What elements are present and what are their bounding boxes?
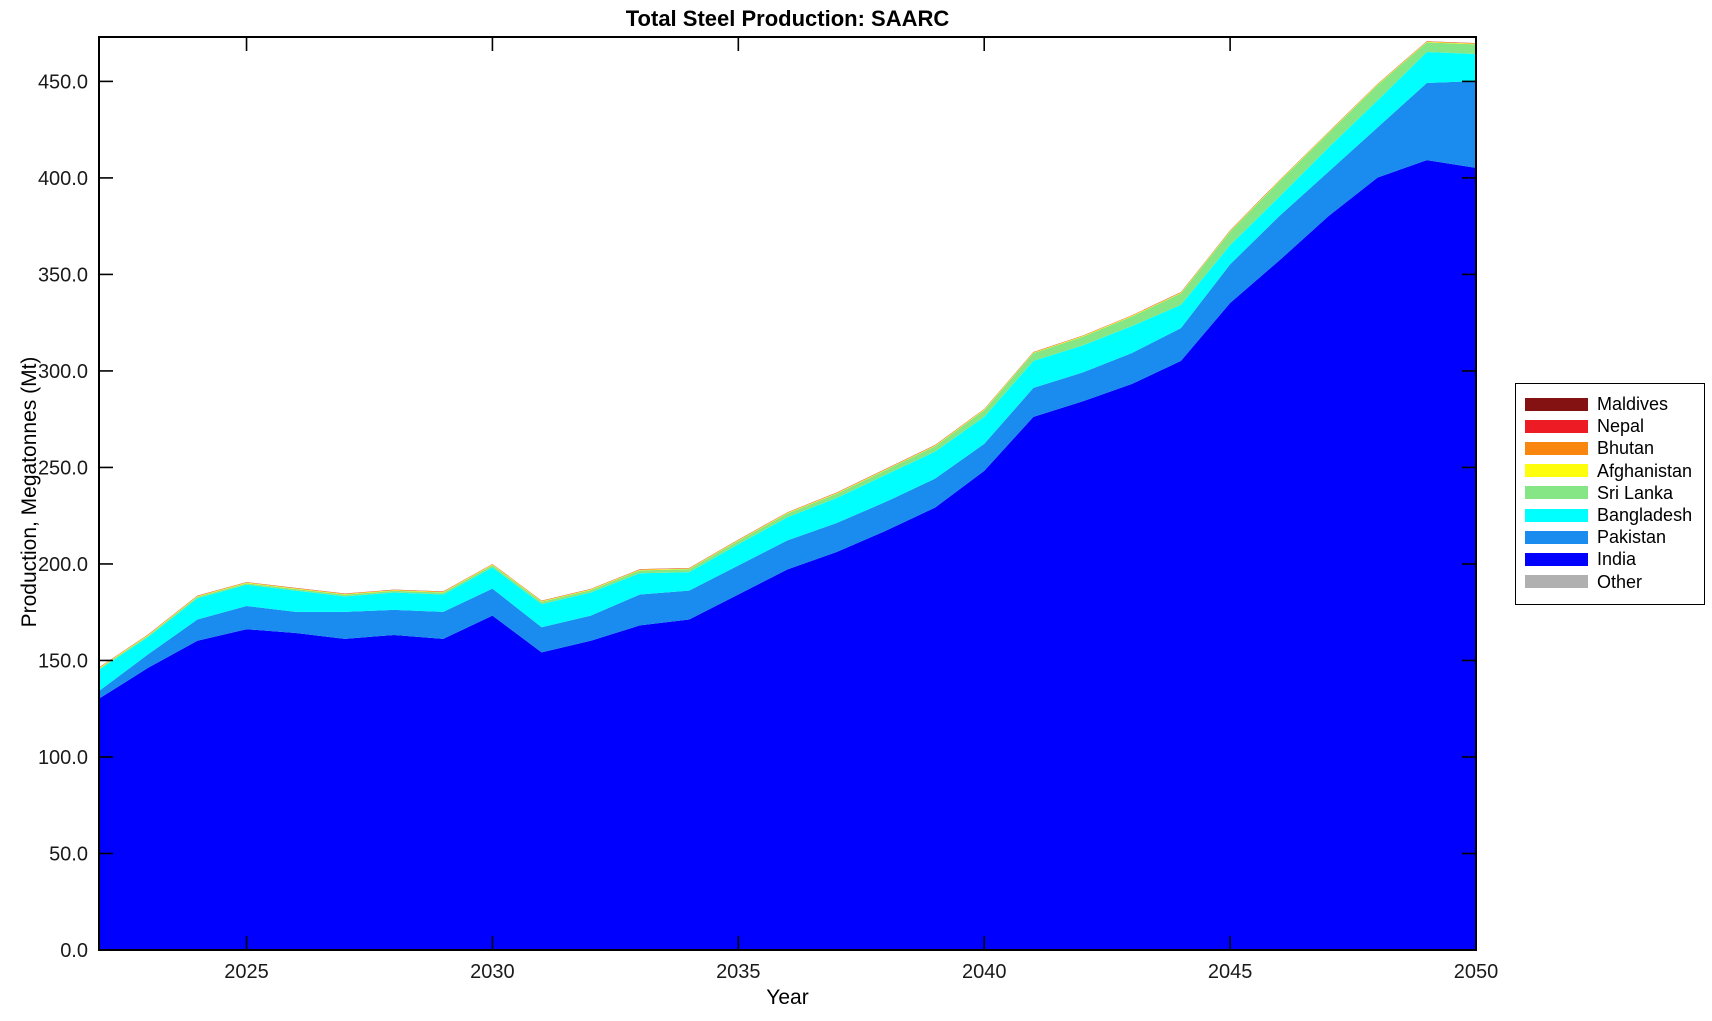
- y-tick-label: 150.0: [38, 650, 88, 672]
- legend-label: Pakistan: [1597, 527, 1667, 548]
- y-tick-label: 50.0: [49, 843, 88, 865]
- legend-label: India: [1597, 549, 1637, 570]
- x-tick-label: 2040: [962, 961, 1007, 983]
- legend-item-bangladesh: Bangladesh: [1525, 504, 1704, 526]
- legend-swatch-maldives: [1525, 397, 1588, 411]
- legend-item-india: India: [1525, 548, 1704, 570]
- legend: Maldives Nepal Bhutan Afghanistan Sri Lanka B…: [1515, 383, 1705, 605]
- legend-label: Other: [1597, 571, 1643, 592]
- legend-swatch-pakistan: [1525, 530, 1588, 544]
- legend-item-sri-lanka: Sri Lanka: [1525, 482, 1704, 504]
- legend-swatch-sri-lanka: [1525, 486, 1588, 500]
- legend-swatch-other: [1525, 575, 1588, 589]
- legend-label: Maldives: [1597, 394, 1669, 415]
- legend-swatch-nepal: [1525, 419, 1588, 433]
- y-tick-label: 450.0: [38, 71, 88, 93]
- legend-item-maldives: Maldives: [1525, 393, 1704, 415]
- legend-item-bhutan: Bhutan: [1525, 437, 1704, 459]
- x-tick-label: 2030: [470, 961, 515, 983]
- x-tick-label: 2025: [224, 961, 269, 983]
- chart-title: Total Steel Production: SAARC: [625, 6, 950, 31]
- legend-label: Sri Lanka: [1597, 482, 1674, 503]
- legend-label: Bangladesh: [1597, 505, 1693, 526]
- y-tick-label: 400.0: [38, 168, 88, 190]
- plot-border: [98, 36, 1477, 951]
- legend-label: Nepal: [1597, 416, 1645, 437]
- legend-swatch-afghanistan: [1525, 464, 1588, 478]
- legend-label: Afghanistan: [1597, 460, 1693, 481]
- x-tick-label: 2050: [1454, 961, 1499, 983]
- legend-label: Bhutan: [1597, 438, 1655, 459]
- y-tick-label: 300.0: [38, 361, 88, 383]
- legend-swatch-bangladesh: [1525, 508, 1588, 522]
- y-tick-label: 200.0: [38, 554, 88, 576]
- y-tick-label: 0.0: [60, 940, 88, 962]
- x-axis-label: Year: [766, 986, 809, 1009]
- legend-item-nepal: Nepal: [1525, 415, 1704, 437]
- area-india: [99, 160, 1476, 950]
- legend-swatch-india: [1525, 552, 1588, 566]
- y-tick-label: 100.0: [38, 747, 88, 769]
- legend-swatch-bhutan: [1525, 441, 1588, 455]
- legend-item-pakistan: Pakistan: [1525, 526, 1704, 548]
- legend-item-afghanistan: Afghanistan: [1525, 460, 1704, 482]
- x-tick-label: 2035: [716, 961, 761, 983]
- x-tick-label: 2045: [1208, 961, 1253, 983]
- y-tick-label: 250.0: [38, 457, 88, 479]
- y-tick-label: 350.0: [38, 264, 88, 286]
- legend-item-other: Other: [1525, 571, 1704, 593]
